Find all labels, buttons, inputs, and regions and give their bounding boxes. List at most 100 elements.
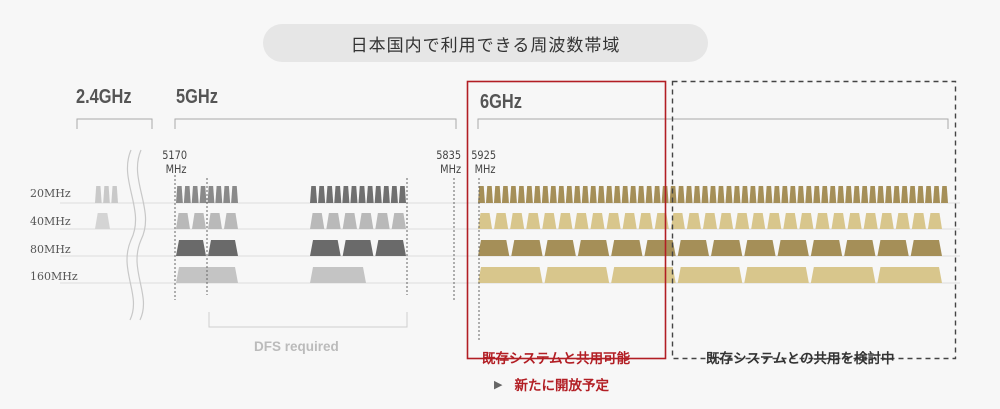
channel-20mhz-5ghz xyxy=(342,186,350,203)
channel-40mhz-6ghz xyxy=(494,213,509,229)
planned-opening-note: ▶ 新たに開放予定 xyxy=(494,374,609,395)
channel-20mhz-2-4ghz xyxy=(103,186,110,203)
channel-40mhz-6ghz xyxy=(831,213,846,229)
channel-40mhz-5ghz xyxy=(375,213,390,229)
arrow-right-icon: ▶ xyxy=(494,377,503,391)
channel-20mhz-6ghz xyxy=(821,186,829,203)
channel-80mhz-6ghz xyxy=(744,240,776,256)
axis-break-line xyxy=(136,149,147,321)
channel-20mhz-6ghz xyxy=(485,186,493,203)
freq-label-5925: 5925 MHz xyxy=(471,148,497,176)
channel-20mhz-6ghz xyxy=(581,186,589,203)
channel-40mhz-6ghz xyxy=(895,213,910,229)
channel-20mhz-6ghz xyxy=(733,186,741,203)
channel-20mhz-6ghz xyxy=(549,186,557,203)
channel-40mhz-5ghz xyxy=(176,213,190,229)
channel-40mhz-2-4ghz xyxy=(95,213,110,229)
channel-20mhz-5ghz xyxy=(215,186,223,203)
under-review-box xyxy=(671,80,957,360)
channel-80mhz-6ghz xyxy=(711,240,743,256)
channel-20mhz-6ghz xyxy=(893,186,901,203)
row-label-160mhz: 160MHz xyxy=(30,270,78,283)
channel-160mhz-6ghz xyxy=(478,267,543,283)
channel-20mhz-6ghz xyxy=(685,186,693,203)
channel-20mhz-5ghz xyxy=(199,186,207,203)
channel-40mhz-6ghz xyxy=(751,213,766,229)
channel-20mhz-6ghz xyxy=(621,186,629,203)
channel-20mhz-6ghz xyxy=(589,186,597,203)
channel-160mhz-6ghz xyxy=(877,267,942,283)
channel-20mhz-6ghz xyxy=(653,186,661,203)
channel-80mhz-5ghz xyxy=(208,240,238,256)
channel-40mhz-6ghz xyxy=(558,213,573,229)
channel-20mhz-6ghz xyxy=(797,186,805,203)
channel-20mhz-5ghz xyxy=(382,186,390,203)
channel-20mhz-5ghz xyxy=(334,186,342,203)
channel-20mhz-5ghz xyxy=(350,186,358,203)
channel-20mhz-6ghz xyxy=(597,186,605,203)
channel-20mhz-6ghz xyxy=(757,186,765,203)
shared-use-box xyxy=(466,80,667,360)
channel-80mhz-6ghz xyxy=(810,240,843,256)
channel-40mhz-6ghz xyxy=(735,213,750,229)
planned-opening-label: 新たに開放予定 xyxy=(514,378,609,394)
channel-20mhz-6ghz xyxy=(725,186,733,203)
channel-80mhz-6ghz xyxy=(544,240,576,256)
channel-20mhz-6ghz xyxy=(829,186,837,203)
channel-20mhz-5ghz xyxy=(310,186,318,203)
channel-20mhz-5ghz xyxy=(358,186,366,203)
channel-40mhz-5ghz xyxy=(342,213,357,229)
channel-20mhz-2-4ghz xyxy=(95,186,102,203)
channel-40mhz-6ghz xyxy=(767,213,782,229)
channel-80mhz-5ghz xyxy=(176,240,206,256)
channel-20mhz-6ghz xyxy=(693,186,701,203)
channel-40mhz-6ghz xyxy=(911,213,926,229)
channel-20mhz-6ghz xyxy=(941,186,948,203)
freq-label-5170: 5170 MHz xyxy=(162,148,188,176)
channel-20mhz-5ghz xyxy=(374,186,382,203)
channel-20mhz-6ghz xyxy=(853,186,861,203)
bracket-5ghz xyxy=(174,118,457,129)
channel-20mhz-6ghz xyxy=(909,186,917,203)
channel-40mhz-6ghz xyxy=(510,213,525,229)
channel-20mhz-6ghz xyxy=(917,186,925,203)
channel-20mhz-6ghz xyxy=(741,186,749,203)
channel-20mhz-6ghz xyxy=(701,186,709,203)
channel-20mhz-6ghz xyxy=(789,186,797,203)
channel-20mhz-6ghz xyxy=(885,186,893,203)
channel-20mhz-6ghz xyxy=(869,186,877,203)
channel-20mhz-6ghz xyxy=(541,186,549,203)
channel-20mhz-6ghz xyxy=(837,186,845,203)
channel-20mhz-6ghz xyxy=(669,186,677,203)
shared-use-label: 既存システムと共用可能 xyxy=(482,351,631,367)
channel-40mhz-6ghz xyxy=(622,213,637,229)
channel-40mhz-6ghz xyxy=(606,213,621,229)
channel-80mhz-6ghz xyxy=(677,240,709,256)
channel-80mhz-6ghz xyxy=(910,240,942,256)
channel-20mhz-5ghz xyxy=(366,186,374,203)
channel-20mhz-6ghz xyxy=(525,186,533,203)
channel-20mhz-6ghz xyxy=(781,186,789,203)
bracket-6ghz xyxy=(477,118,949,129)
channel-20mhz-6ghz xyxy=(565,186,573,203)
channel-80mhz-6ghz xyxy=(511,240,543,256)
channel-40mhz-5ghz xyxy=(326,213,341,229)
channel-20mhz-6ghz xyxy=(605,186,613,203)
channel-40mhz-6ghz xyxy=(542,213,557,229)
channel-80mhz-5ghz xyxy=(375,240,406,256)
channel-20mhz-5ghz xyxy=(191,186,199,203)
channel-80mhz-6ghz xyxy=(877,240,909,256)
channel-20mhz-6ghz xyxy=(645,186,653,203)
channel-40mhz-6ghz xyxy=(526,213,541,229)
channel-40mhz-6ghz xyxy=(863,213,878,229)
channel-20mhz-6ghz xyxy=(861,186,869,203)
channel-20mhz-6ghz xyxy=(637,186,645,203)
channel-40mhz-6ghz xyxy=(590,213,605,229)
channel-40mhz-5ghz xyxy=(192,213,206,229)
channel-20mhz-6ghz xyxy=(845,186,853,203)
channel-20mhz-6ghz xyxy=(478,186,485,203)
channel-20mhz-6ghz xyxy=(509,186,517,203)
channel-20mhz-6ghz xyxy=(629,186,637,203)
